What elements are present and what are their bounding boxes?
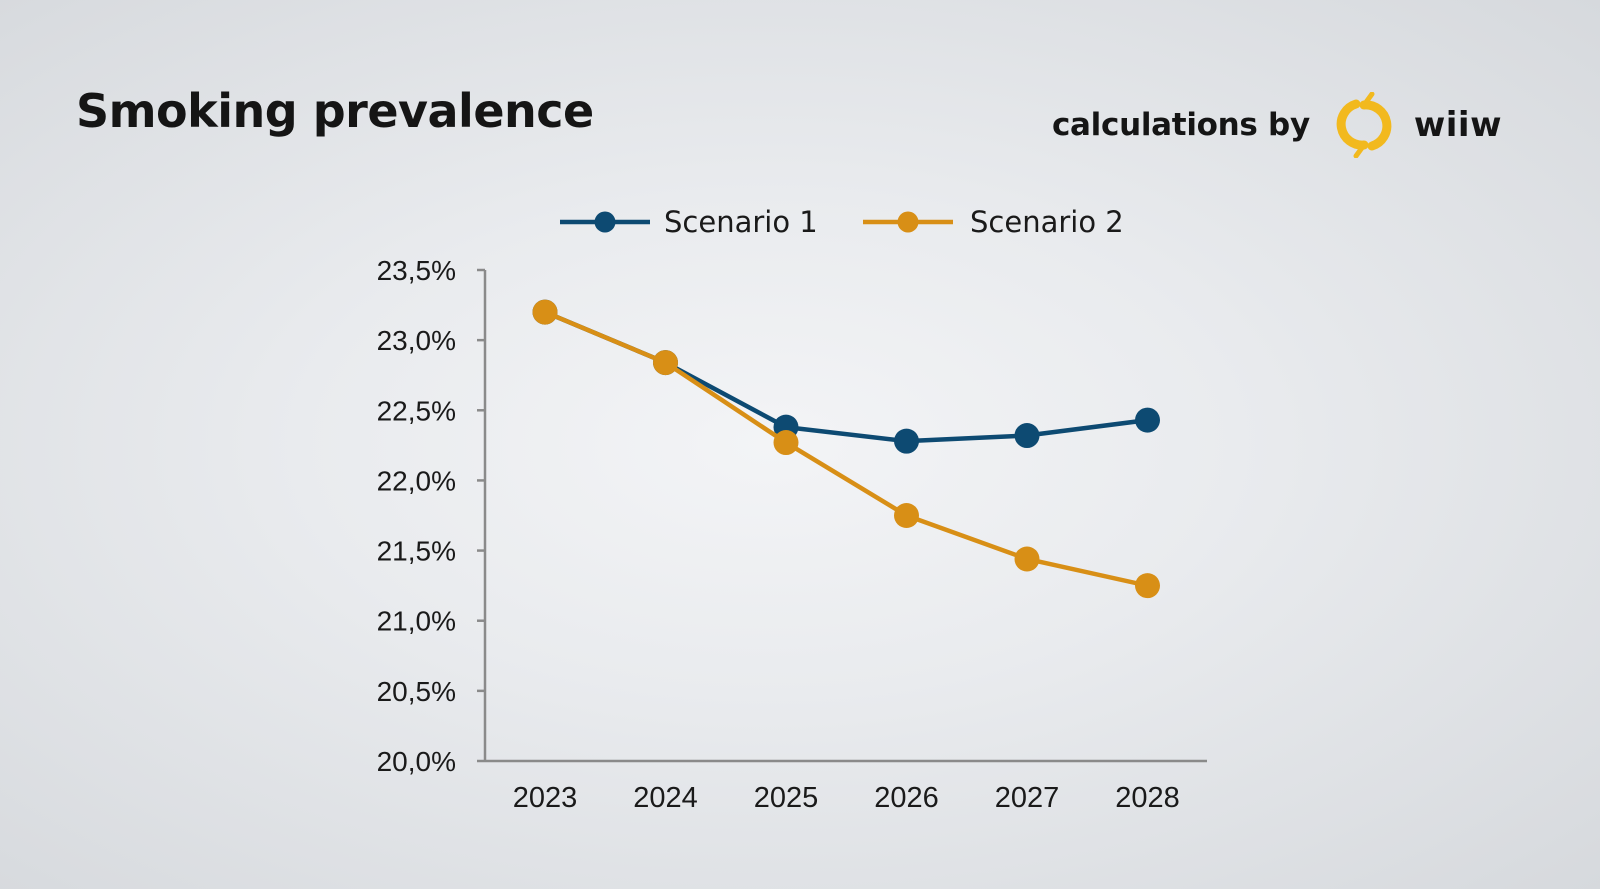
chart-legend: Scenario 1 Scenario 2 (560, 205, 1124, 239)
series-line (544, 310, 1148, 444)
x-tick-label: 2027 (995, 782, 1060, 814)
y-axis: 20,0% 20,5% 21,0% 21,5% 22,0% 22,5% 23,0% 23,5% (377, 255, 487, 777)
data-point (532, 299, 558, 325)
data-point (1014, 546, 1040, 572)
y-tick-label: 23,0% (377, 325, 456, 356)
data-point (653, 350, 678, 376)
credit-brand: wiiw (1413, 105, 1502, 145)
y-tick-label: 21,5% (377, 536, 456, 567)
data-point (894, 428, 919, 454)
data-point (894, 503, 919, 528)
x-axis: 2023 2024 2025 2026 2027 2028 (485, 759, 1207, 814)
y-tick-label: 20,5% (377, 676, 456, 707)
data-point (1135, 407, 1160, 433)
y-tick-label: 23,5% (377, 255, 456, 286)
legend-item-1: Scenario 1 (560, 205, 818, 239)
data-point (773, 430, 799, 456)
x-tick-label: 2023 (513, 782, 578, 814)
series-1 (532, 299, 1160, 454)
page-title: Smoking prevalence (76, 84, 594, 138)
data-point (1135, 573, 1160, 599)
y-tick-label: 22,5% (377, 395, 456, 426)
wiiw-logo-icon (1336, 92, 1392, 158)
x-tick-label: 2025 (754, 782, 819, 814)
y-tick-label: 21,0% (377, 606, 456, 637)
legend-marker (594, 211, 616, 233)
data-point (1014, 423, 1040, 449)
legend-label: Scenario 2 (970, 205, 1124, 239)
x-tick-label: 2024 (633, 782, 698, 814)
chart-series (532, 299, 1160, 599)
x-tick-label: 2028 (1115, 782, 1180, 814)
legend-item-2: Scenario 2 (863, 205, 1124, 239)
x-tick-label: 2026 (874, 782, 939, 814)
y-tick-label: 22,0% (377, 465, 456, 496)
series-line (544, 310, 1148, 588)
y-tick-label: 20,0% (377, 746, 456, 777)
credit-label: calculations by (1051, 107, 1310, 143)
credit-block: calculations by wiiw (1052, 92, 1502, 158)
series-2 (532, 299, 1160, 599)
legend-label: Scenario 1 (664, 205, 818, 239)
legend-marker (897, 211, 919, 233)
